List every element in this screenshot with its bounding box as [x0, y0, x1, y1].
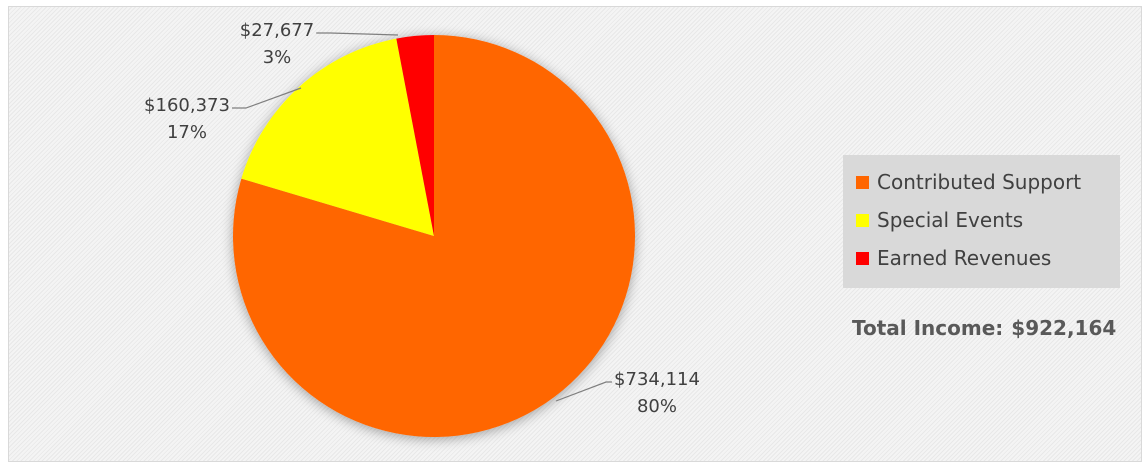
legend-swatch-contributed-support	[856, 175, 869, 189]
legend-item-contributed-support: Contributed Support	[856, 163, 1120, 201]
legend-label: Special Events	[877, 208, 1024, 232]
data-labels: $734,114 80% $160,373 17% $27,677 3%	[144, 20, 700, 417]
pie-slice-special-events	[241, 38, 434, 237]
total-income: Total Income: $922,164	[852, 316, 1116, 340]
pie-slice-contributed-support	[232, 35, 635, 438]
data-label-percent-contributed-support: 80%	[637, 396, 677, 417]
legend-swatch-earned-revenues	[856, 251, 869, 265]
legend: Contributed Support Special Events Earne…	[843, 155, 1120, 288]
leader-line-special-events	[231, 87, 302, 109]
data-label-value-special-events: $160,373	[144, 95, 230, 116]
pie-slice-earned-revenues	[396, 35, 434, 236]
leader-line-contributed-support	[555, 381, 613, 402]
data-label-value-earned-revenues: $27,677	[240, 20, 314, 41]
leader-lines	[231, 32, 613, 402]
legend-label: Earned Revenues	[877, 246, 1052, 270]
legend-item-earned-revenues: Earned Revenues	[856, 239, 1120, 277]
pie-slices	[232, 35, 635, 438]
leader-line-earned-revenues	[316, 32, 399, 36]
legend-label: Contributed Support	[877, 170, 1082, 194]
total-income-label: Total Income:	[852, 316, 1004, 340]
data-label-percent-earned-revenues: 3%	[263, 47, 292, 68]
total-income-value: $922,164	[1011, 316, 1117, 340]
data-label-value-contributed-support: $734,114	[614, 369, 700, 390]
legend-item-special-events: Special Events	[856, 201, 1120, 239]
legend-swatch-special-events	[856, 213, 869, 227]
data-label-percent-special-events: 17%	[167, 122, 207, 143]
